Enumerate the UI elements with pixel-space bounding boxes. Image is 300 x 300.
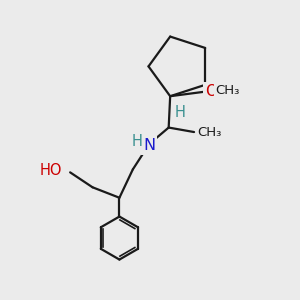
Text: N: N <box>143 138 155 153</box>
Text: H: H <box>131 134 142 149</box>
Text: H: H <box>175 104 185 119</box>
Text: CH₃: CH₃ <box>216 84 240 97</box>
Text: HO: HO <box>39 163 62 178</box>
Text: O: O <box>205 84 217 99</box>
Text: CH₃: CH₃ <box>197 126 222 139</box>
